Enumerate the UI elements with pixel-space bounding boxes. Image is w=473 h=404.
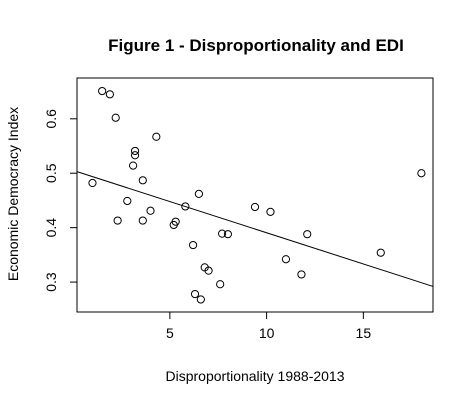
data-point — [181, 202, 190, 211]
data-point — [216, 280, 225, 289]
data-point — [417, 169, 426, 178]
y-tick-label: 0.4 — [43, 218, 59, 238]
data-point — [98, 86, 107, 96]
data-point — [171, 217, 180, 226]
data-point — [105, 90, 114, 99]
x-tick-label: 5 — [166, 325, 174, 341]
data-point — [190, 289, 200, 299]
data-point — [138, 176, 147, 185]
plot-frame — [76, 77, 434, 313]
data-point — [129, 161, 138, 170]
data-point — [196, 295, 205, 304]
y-tick-label: 0.6 — [43, 109, 59, 129]
data-point — [123, 196, 132, 206]
chart-title: Figure 1 - Disproportionality and EDI — [108, 36, 404, 55]
data-point — [152, 132, 161, 141]
data-point — [130, 146, 140, 156]
data-point — [297, 270, 306, 279]
data-point — [281, 255, 291, 264]
x-tick-label: 15 — [356, 325, 372, 341]
data-point — [204, 266, 213, 275]
data-point — [138, 216, 147, 225]
y-axis-label: Economic Democracy Index — [5, 107, 21, 281]
data-points — [88, 86, 426, 304]
data-point — [376, 248, 385, 257]
regression-line-group — [76, 171, 434, 287]
regression-line — [76, 171, 434, 287]
data-point — [146, 206, 155, 215]
data-point — [266, 207, 275, 216]
data-point — [194, 189, 203, 199]
y-axis: 0.3 0.4 0.5 0.6 — [43, 109, 77, 292]
data-point — [250, 202, 260, 212]
x-axis-label: Disproportionality 1988-2013 — [166, 368, 345, 384]
data-point — [88, 178, 97, 188]
x-axis: 5 10 15 — [166, 312, 371, 341]
data-point — [223, 230, 233, 239]
data-point — [111, 113, 120, 122]
y-tick-label: 0.5 — [43, 163, 59, 183]
data-point — [188, 240, 198, 250]
x-tick-label: 10 — [259, 325, 275, 341]
data-point — [130, 151, 140, 160]
data-point — [113, 216, 122, 225]
data-point — [218, 229, 227, 238]
data-point — [303, 230, 312, 239]
y-tick-label: 0.3 — [43, 272, 59, 292]
